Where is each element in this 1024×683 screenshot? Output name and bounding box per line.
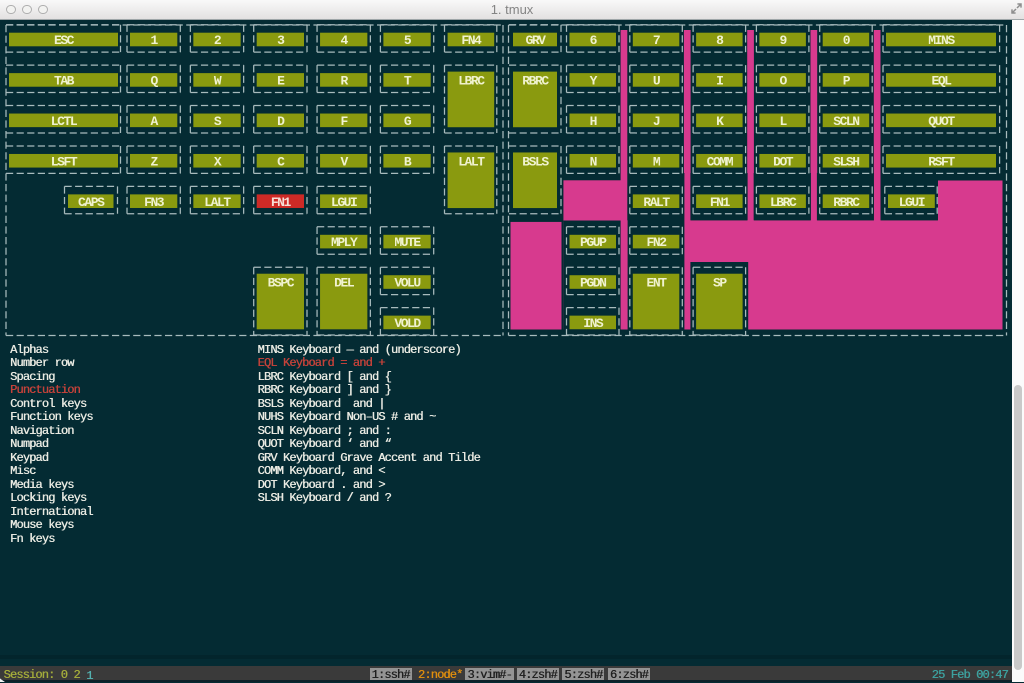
svg-text:FN1: FN1 — [271, 195, 292, 210]
svg-text:LALT: LALT — [204, 195, 231, 210]
svg-text:COMM: COMM — [707, 154, 734, 169]
svg-text:RBRC: RBRC — [522, 74, 549, 89]
svg-text:SP: SP — [713, 276, 727, 291]
svg-text:PGDN: PGDN — [580, 276, 606, 291]
svg-text:BSPC: BSPC — [268, 276, 295, 291]
svg-text:TAB: TAB — [54, 74, 75, 89]
svg-text:F: F — [341, 114, 349, 129]
svg-text:FN1: FN1 — [710, 195, 731, 210]
svg-text:Q: Q — [150, 74, 158, 89]
svg-text:8: 8 — [716, 33, 724, 48]
svg-text:H: H — [590, 114, 597, 129]
svg-text:BSLS: BSLS — [522, 154, 549, 169]
svg-text:A: A — [150, 114, 158, 129]
svg-text:W: W — [214, 74, 222, 89]
svg-text:K: K — [716, 114, 724, 129]
svg-text:RBRC: RBRC — [833, 195, 860, 210]
svg-text:9: 9 — [779, 33, 787, 48]
svg-text:V: V — [341, 154, 349, 169]
svg-text:ENT: ENT — [647, 276, 668, 291]
svg-text:QUOT: QUOT — [928, 114, 955, 129]
svg-text:R: R — [341, 74, 349, 89]
svg-text:T: T — [404, 74, 412, 89]
svg-text:U: U — [653, 74, 660, 89]
svg-text:CAPS: CAPS — [78, 195, 105, 210]
svg-text:FN2: FN2 — [647, 235, 668, 250]
svg-text:N: N — [590, 154, 597, 169]
svg-text:SLSH: SLSH — [833, 154, 859, 169]
svg-text:LGUI: LGUI — [331, 195, 357, 210]
svg-text:P: P — [843, 74, 851, 89]
svg-text:O: O — [779, 74, 787, 89]
svg-text:DEL: DEL — [334, 276, 355, 291]
svg-text:L: L — [779, 114, 787, 129]
svg-text:LCTL: LCTL — [51, 114, 78, 129]
svg-text:1: 1 — [150, 33, 158, 48]
svg-text:6: 6 — [590, 33, 598, 48]
svg-text:M: M — [653, 154, 661, 169]
svg-text:D: D — [277, 114, 285, 129]
svg-text:RALT: RALT — [643, 195, 670, 210]
svg-text:DOT: DOT — [773, 154, 794, 169]
svg-text:GRV: GRV — [525, 33, 546, 48]
svg-text:G: G — [404, 114, 412, 129]
svg-text:5: 5 — [404, 33, 412, 48]
svg-text:B: B — [404, 154, 412, 169]
svg-text:PGUP: PGUP — [580, 235, 607, 250]
svg-text:C: C — [277, 154, 285, 169]
svg-text:E: E — [277, 74, 285, 89]
svg-text:LSFT: LSFT — [51, 154, 78, 169]
svg-text:MINS: MINS — [928, 33, 955, 48]
svg-text:RSFT: RSFT — [928, 154, 955, 169]
svg-text:7: 7 — [653, 33, 660, 48]
svg-text:ESC: ESC — [54, 33, 75, 48]
svg-text:LALT: LALT — [458, 154, 485, 169]
svg-text:J: J — [653, 114, 660, 129]
svg-text:LBRC: LBRC — [458, 74, 485, 89]
svg-text:MPLY: MPLY — [331, 235, 358, 250]
svg-text:X: X — [214, 154, 222, 169]
svg-text:VOLU: VOLU — [394, 276, 420, 291]
svg-text:3: 3 — [277, 33, 285, 48]
svg-text:4: 4 — [341, 33, 349, 48]
svg-text:I: I — [716, 74, 723, 89]
svg-text:FN4: FN4 — [461, 33, 482, 48]
svg-text:FN3: FN3 — [144, 195, 165, 210]
svg-text:Z: Z — [150, 154, 158, 169]
svg-text:0: 0 — [843, 33, 851, 48]
svg-text:VOLD: VOLD — [394, 316, 421, 331]
svg-text:LGUI: LGUI — [899, 195, 925, 210]
svg-text:EQL: EQL — [931, 74, 952, 89]
svg-text:2: 2 — [214, 33, 222, 48]
svg-text:S: S — [214, 114, 222, 129]
svg-text:Y: Y — [590, 74, 598, 89]
svg-text:INS: INS — [583, 316, 604, 331]
svg-text:MUTE: MUTE — [394, 235, 421, 250]
svg-text:LBRC: LBRC — [770, 195, 797, 210]
svg-text:SCLN: SCLN — [833, 114, 859, 129]
